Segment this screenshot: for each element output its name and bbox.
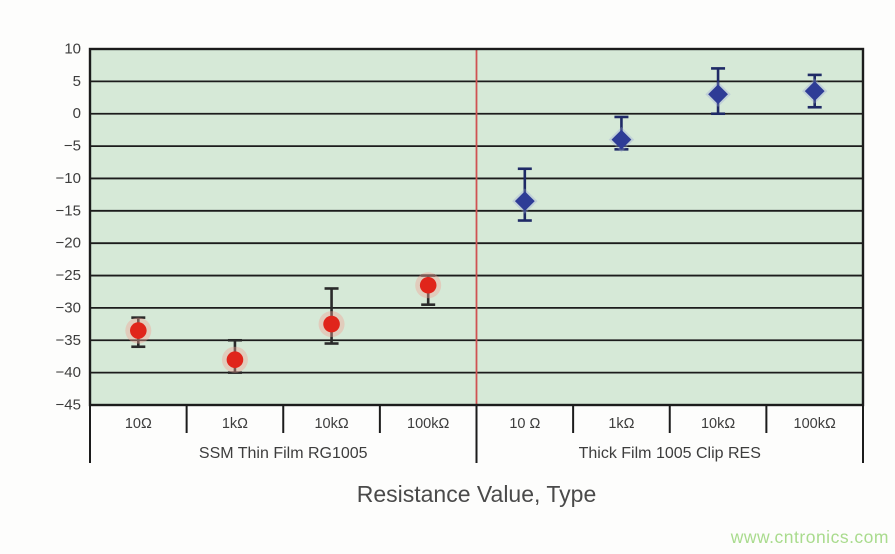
category-label: 1kΩ	[222, 416, 248, 432]
category-label: 100kΩ	[407, 416, 449, 432]
data-point-marker	[419, 276, 437, 294]
category-label: 10Ω	[125, 416, 152, 432]
category-label: 10 Ω	[509, 416, 540, 432]
group-label: Thick Film 1005 Clip RES	[579, 445, 761, 462]
category-label: 10kΩ	[701, 416, 735, 432]
y-tick-label: −5	[64, 138, 81, 155]
category-label: 1kΩ	[608, 416, 634, 432]
y-tick-label: −45	[56, 397, 81, 414]
y-tick-label: −30	[56, 299, 81, 316]
y-tick-label: −10	[56, 170, 81, 187]
y-tick-label: 0	[73, 105, 81, 122]
y-tick-label: −35	[56, 332, 81, 349]
group-label: SSM Thin Film RG1005	[199, 445, 368, 462]
data-point-marker	[130, 322, 147, 339]
category-label: 10kΩ	[314, 416, 348, 432]
y-tick-label: −40	[56, 364, 81, 381]
y-tick-label: 5	[73, 73, 81, 90]
category-label: 100kΩ	[794, 416, 836, 432]
data-point-marker	[226, 351, 244, 368]
x-axis-title: Resistance Value, Type	[357, 481, 597, 507]
y-tick-label: 10	[64, 41, 81, 58]
watermark: www.cntronics.com	[730, 527, 889, 547]
y-tick-label: −20	[56, 235, 81, 252]
data-point-marker	[323, 315, 340, 333]
y-tick-label: −25	[56, 267, 81, 284]
y-tick-label: −15	[56, 202, 81, 219]
